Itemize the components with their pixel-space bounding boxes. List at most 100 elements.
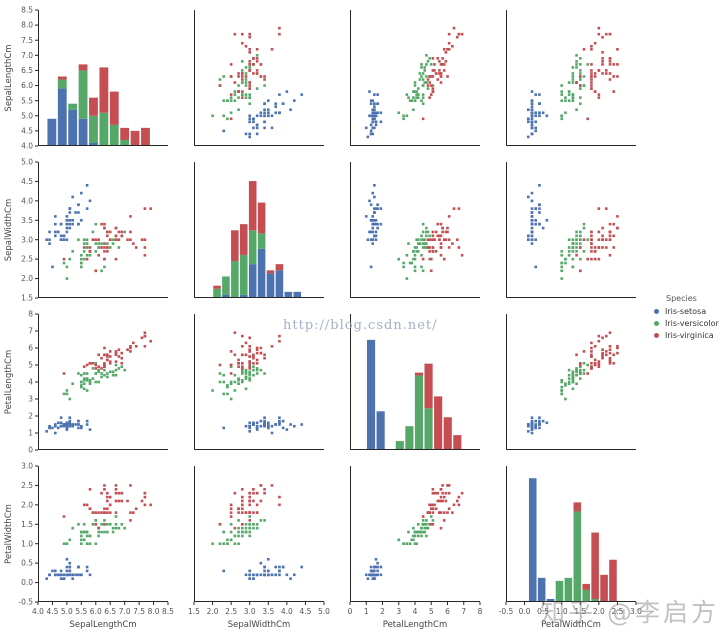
scatter-panel-PetalLengthCm-vs-SepalLengthCm: 0 1 2 3 4 5 6 7 8 PetalLengthCm (4, 310, 168, 455)
hist-bar-segment (591, 532, 599, 599)
data-point (567, 81, 571, 84)
data-point (218, 380, 222, 384)
data-point (412, 96, 415, 99)
data-point (285, 428, 289, 431)
data-point (278, 503, 281, 507)
x-axis-label: PetalLengthCm (383, 620, 448, 630)
hist-bar-segment (248, 181, 257, 231)
data-point (567, 90, 571, 93)
data-point (567, 368, 571, 372)
data-point (248, 362, 252, 365)
data-point (416, 96, 420, 99)
data-point (601, 348, 604, 351)
data-point (457, 495, 461, 499)
data-point (240, 96, 244, 99)
data-point (103, 530, 106, 534)
hist-bar-segment (120, 127, 130, 140)
data-point (428, 238, 431, 242)
hist-bar-segment (266, 273, 275, 298)
data-point (590, 238, 593, 242)
data-point (252, 353, 255, 357)
data-point (54, 230, 57, 234)
data-point (85, 379, 89, 382)
data-point (237, 379, 240, 382)
data-point (421, 238, 425, 242)
data-point (59, 222, 63, 226)
data-point (364, 573, 368, 577)
data-point (80, 253, 83, 257)
data-point (77, 203, 80, 207)
data-point (97, 511, 100, 514)
data-point (54, 431, 57, 435)
data-point (530, 90, 534, 93)
data-point (266, 424, 270, 428)
data-point (601, 356, 604, 360)
data-point (560, 265, 564, 269)
data-point (240, 534, 244, 538)
data-point (68, 423, 72, 426)
y-axis-label: PetalLengthCm (4, 350, 14, 415)
data-point (376, 102, 379, 105)
data-point (248, 577, 252, 580)
data-point (397, 257, 401, 261)
data-point (248, 132, 252, 136)
data-point (444, 60, 448, 63)
hist-bar-segment (213, 285, 221, 289)
data-point (425, 522, 428, 526)
data-point (538, 207, 541, 210)
data-point (452, 207, 456, 210)
data-point (582, 372, 586, 375)
data-point (578, 87, 582, 90)
data-point (578, 246, 582, 249)
data-point (233, 90, 237, 93)
data-point (428, 511, 431, 514)
data-point (263, 75, 266, 78)
data-point (590, 69, 593, 72)
data-point (590, 365, 593, 368)
data-point (97, 368, 100, 372)
data-point (420, 66, 423, 69)
data-point (85, 569, 89, 573)
data-point (108, 360, 112, 363)
data-point (423, 69, 427, 72)
data-point (571, 265, 575, 269)
data-point (91, 367, 95, 370)
data-point (82, 382, 86, 385)
data-point (91, 522, 95, 526)
data-point (428, 246, 431, 249)
data-point (416, 238, 420, 242)
data-point (74, 423, 77, 426)
data-point (421, 522, 425, 526)
data-point (82, 538, 86, 542)
data-point (413, 269, 417, 273)
data-point (597, 246, 601, 249)
data-point (77, 426, 80, 430)
data-point (120, 365, 124, 368)
data-point (426, 84, 430, 87)
data-point (114, 238, 118, 242)
data-point (117, 526, 121, 530)
data-point (442, 519, 446, 522)
data-point (434, 507, 438, 511)
data-point (446, 226, 449, 230)
data-point (530, 426, 534, 430)
y-tick-label: 3 (28, 395, 33, 404)
x-tick-label: 5 (429, 607, 434, 616)
data-point (423, 530, 427, 534)
data-point (434, 72, 438, 75)
data-point (368, 199, 371, 203)
data-point (71, 577, 74, 580)
data-point (379, 207, 383, 210)
data-point (74, 211, 77, 214)
data-point (373, 569, 376, 573)
data-point (442, 495, 446, 499)
data-point (244, 526, 248, 530)
data-point (114, 515, 118, 518)
data-point (233, 534, 237, 538)
data-point (428, 250, 431, 253)
data-point (590, 355, 593, 358)
data-point (252, 355, 255, 358)
data-point (379, 120, 383, 124)
data-point (608, 222, 612, 226)
data-point (590, 353, 593, 357)
